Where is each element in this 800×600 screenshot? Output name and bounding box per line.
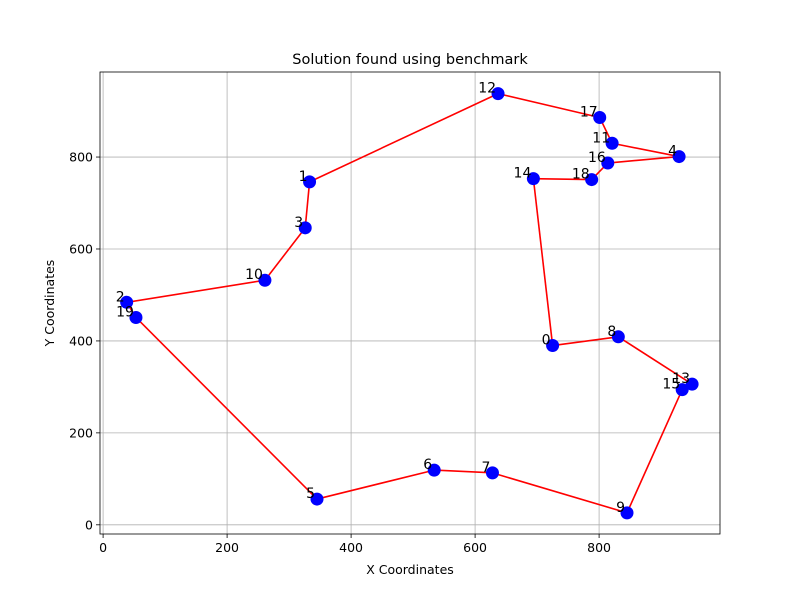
- x-tick-label: 600: [463, 540, 487, 555]
- city-point: [120, 295, 134, 309]
- city-point: [675, 383, 689, 397]
- city-point: [298, 221, 312, 235]
- city-points: [120, 87, 699, 520]
- city-label: 15: [662, 377, 680, 393]
- city-label: 13: [672, 371, 690, 387]
- city-label: 10: [245, 267, 263, 283]
- x-tick-label: 400: [339, 540, 363, 555]
- city-point: [129, 310, 143, 324]
- route-segment: [611, 142, 680, 158]
- route-segment: [126, 279, 266, 304]
- y-tick-label: 0: [85, 517, 93, 532]
- city-label: 17: [580, 105, 598, 121]
- plot-area-frame: [99, 71, 721, 535]
- city-label: 7: [482, 460, 491, 476]
- y-tick-label: 200: [69, 425, 93, 440]
- city-point: [601, 156, 615, 170]
- city-label: 6: [423, 457, 432, 473]
- route-segment: [607, 155, 680, 164]
- city-label: 3: [294, 215, 303, 231]
- route-segment: [497, 92, 600, 119]
- x-tick-label: 800: [587, 540, 611, 555]
- city-point: [258, 273, 272, 287]
- city-label: 4: [668, 144, 677, 160]
- route-segment: [617, 336, 693, 385]
- city-point: [303, 175, 317, 189]
- city-label: 9: [616, 500, 625, 516]
- city-label: 18: [572, 167, 590, 183]
- y-axis-label: Y Coordinates: [42, 260, 57, 348]
- route-segment: [532, 178, 554, 346]
- city-point: [310, 492, 324, 506]
- city-label: 14: [514, 166, 532, 182]
- city-point: [546, 339, 560, 353]
- city-point: [685, 377, 699, 391]
- city-label: 5: [306, 486, 315, 502]
- city-point: [427, 463, 441, 477]
- route-segment: [316, 469, 435, 500]
- city-point: [585, 173, 599, 187]
- x-tick-label: 0: [99, 540, 107, 555]
- city-label: 11: [592, 130, 610, 146]
- city-point: [485, 466, 499, 480]
- city-point: [611, 330, 625, 344]
- city-point: [593, 111, 607, 125]
- city-label: 12: [478, 81, 496, 97]
- route-segment: [626, 389, 683, 514]
- route-segment: [552, 335, 619, 347]
- route-segment: [492, 472, 628, 514]
- route-segment: [309, 92, 499, 183]
- route-segment: [533, 177, 592, 181]
- route-segment: [264, 227, 306, 281]
- route-lines: [125, 92, 693, 514]
- x-axis-label: X Coordinates: [366, 562, 454, 577]
- city-point: [526, 172, 540, 186]
- city-label: 8: [607, 324, 616, 340]
- city-label: 19: [116, 304, 134, 320]
- city-point: [672, 150, 686, 164]
- route-segment: [304, 181, 311, 228]
- city-label: 2: [116, 289, 125, 305]
- x-tick-label: 200: [215, 540, 239, 555]
- route-segment: [135, 316, 318, 500]
- city-label: 16: [588, 150, 606, 166]
- route-segment: [434, 469, 493, 474]
- city-point: [605, 136, 619, 150]
- city-label: 1: [299, 169, 308, 185]
- y-tick-label: 800: [69, 150, 93, 165]
- chart-title: Solution found using benchmark: [292, 52, 528, 68]
- city-point: [620, 506, 634, 520]
- y-tick-label: 600: [69, 241, 93, 256]
- city-point: [491, 87, 505, 101]
- y-tick-label: 400: [69, 333, 93, 348]
- axis-ticks: 0 200 400 600 800 0 200 400 600 800: [69, 150, 611, 555]
- grid: [100, 72, 720, 534]
- city-label: 0: [542, 333, 551, 349]
